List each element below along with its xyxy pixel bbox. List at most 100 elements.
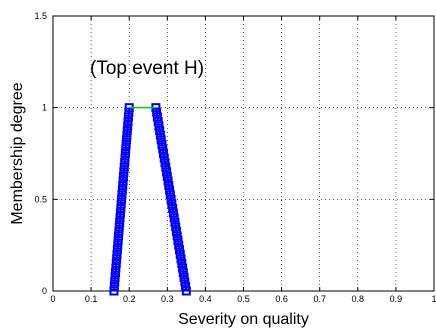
y-axis-label: Membership degree [9,82,26,224]
marker-point [153,116,163,126]
x-axis-label: Severity on quality [178,311,309,328]
marker-point [124,107,134,117]
marker-point [117,190,127,200]
marker-point [122,130,132,140]
marker-point [113,236,123,246]
marker-point [181,286,191,296]
marker-point [117,194,127,204]
marker-point [162,171,172,181]
x-tick-label: 1 [431,294,436,304]
marker-point [157,139,167,149]
x-tick-label: 0.9 [390,294,403,304]
marker-point [110,272,120,282]
marker-point [156,135,166,145]
marker-point [110,277,120,287]
marker-point [174,245,184,255]
marker-point [123,121,133,131]
marker-point [179,272,189,282]
marker-point [181,281,191,291]
marker-point [119,162,129,172]
marker-point [112,245,122,255]
y-tick-label: 0 [42,286,47,296]
marker-point [109,286,119,296]
marker-point [111,263,121,273]
marker-point [123,112,133,122]
series-0-line-0 [112,107,131,292]
marker-point [171,226,181,236]
marker-point [159,153,169,163]
marker-point [116,199,126,209]
marker-point [112,254,122,264]
marker-point [160,158,170,168]
marker-point [155,130,165,140]
series [109,103,191,296]
marker-point [112,249,122,259]
marker-point [178,263,188,273]
marker-point [116,204,126,213]
marker-point [114,231,124,241]
marker-point [111,259,121,268]
marker-point [123,116,133,126]
marker-point [164,181,174,191]
y-tick-label: 1.5 [34,11,47,21]
marker-point [162,167,172,177]
x-tick-label: 0.8 [352,294,365,304]
marker-point [118,171,128,181]
x-tick-label: 0.2 [123,294,136,304]
axis-ticks: 0 0.1 0.2 0.3 0.4 0.5 0.6 0.7 0.8 0.9 1 0 0.5 1 1.5 [34,11,436,304]
marker-point [175,249,185,259]
marker-point [109,281,119,291]
marker-point [176,254,186,264]
y-tick-label: 1 [42,103,47,113]
marker-point [115,217,125,227]
marker-point [166,194,176,204]
x-tick-label: 0.3 [161,294,174,304]
marker-point [152,107,162,117]
marker-point [120,153,130,163]
marker-point [170,217,180,227]
marker-point [163,176,173,186]
marker-point [114,222,124,232]
marker-point [158,144,168,154]
marker-point [178,268,188,278]
marker-point [122,126,132,136]
marker-point [165,185,175,195]
marker-point [171,222,181,232]
marker-point [122,135,132,145]
marker-point [113,240,123,250]
marker-point [118,176,128,186]
x-tick-label: 0.4 [199,294,212,304]
marker-point [118,181,128,191]
marker-point [152,112,162,122]
marker-point [165,190,175,200]
marker-point [174,240,184,250]
marker-point [172,231,182,241]
x-tick-label: 0.5 [237,294,250,304]
marker-point [161,162,171,172]
marker-point [117,185,127,195]
annotation-top-event: (Top event H) [90,58,204,79]
marker-point [169,213,179,223]
marker-point [120,158,130,168]
marker-point [115,213,125,223]
marker-point [158,149,168,158]
marker-point [167,199,177,209]
x-tick-label: 0.6 [275,294,288,304]
marker-point [180,277,190,287]
marker-point [177,259,187,268]
marker-point [119,167,129,177]
marker-point [115,208,125,218]
marker-point [168,208,178,218]
marker-point [121,144,131,154]
x-tick-label: 0 [50,294,55,304]
marker-point [114,226,124,236]
x-tick-label: 0.7 [313,294,326,304]
marker-point [155,126,165,136]
marker-point [110,268,120,278]
marker-point [173,236,183,246]
marker-point [168,204,178,213]
marker-point [120,149,130,158]
x-tick-label: 0.1 [85,294,98,304]
marker-point [121,139,131,149]
